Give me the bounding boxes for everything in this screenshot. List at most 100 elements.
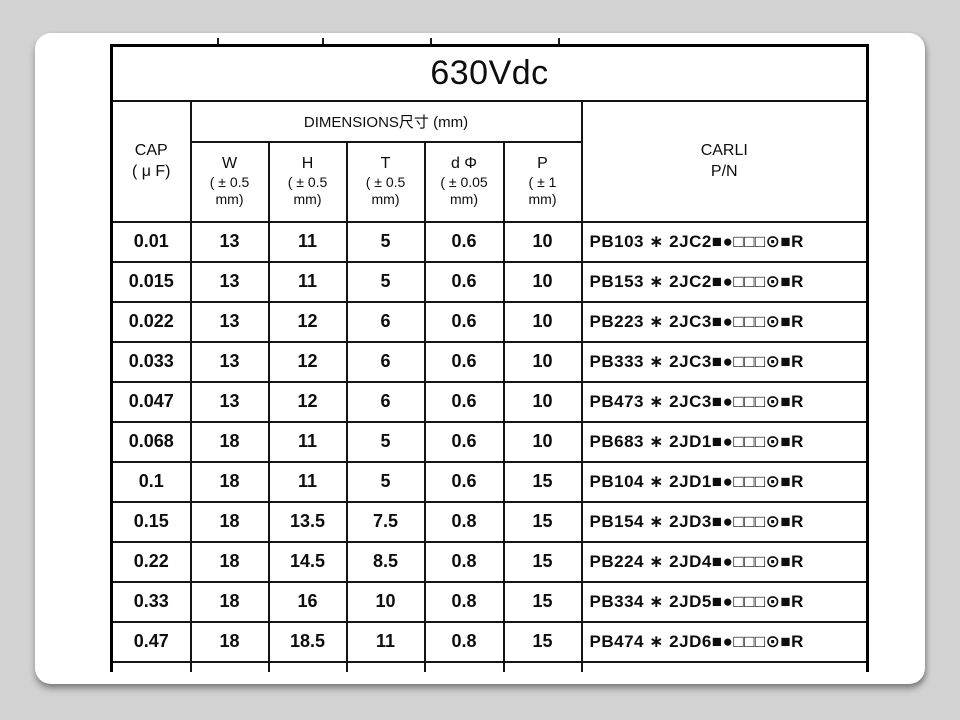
table-continuation-tick — [430, 38, 432, 45]
cell-w: 18 — [189, 500, 270, 543]
cell-h: 11 — [267, 260, 348, 303]
cell-d: 0.6 — [423, 460, 505, 503]
cell-d: 0.6 — [423, 220, 505, 263]
cell-d: 0.6 — [423, 380, 505, 423]
cell-w: 18 — [189, 540, 270, 583]
cell-w: 13 — [189, 300, 270, 343]
cell-cap: 0.01 — [110, 220, 192, 263]
cell-pn: PB104 ∗ 2JD1■●□□□⊙■R — [580, 460, 869, 503]
table-row: 0.33 18 16 10 0.8 15 PB334 ∗ 2JD5■●□□□⊙■… — [110, 580, 869, 623]
cell-cap: 0.1 — [110, 460, 192, 503]
pn-header-brand: CARLI — [700, 142, 748, 159]
cell-cap: 0.33 — [110, 580, 192, 623]
cell-h: 18.5 — [267, 620, 348, 663]
cell-pn: PB223 ∗ 2JC3■●□□□⊙■R — [580, 300, 869, 343]
table-row: 0.1 18 11 5 0.6 15 PB104 ∗ 2JD1■●□□□⊙■R — [110, 460, 869, 503]
cell-p: 10 — [502, 340, 583, 383]
cell-w: 13 — [189, 220, 270, 263]
cell-t: 7.5 — [345, 500, 426, 543]
cell-h: 14.5 — [267, 540, 348, 583]
cell-p: 15 — [502, 540, 583, 583]
spec-table-630vdc: 630Vdc CAP ( μ F) DIMENSIONS尺寸 (mm) CARL… — [110, 44, 870, 672]
cell-p: 10 — [502, 220, 583, 263]
cell-d: 0.6 — [423, 420, 505, 463]
table-row: 0.068 18 11 5 0.6 10 PB683 ∗ 2JD1■●□□□⊙■… — [110, 420, 869, 463]
cell-d: 0.8 — [423, 620, 505, 663]
voltage-title: 630Vdc — [110, 44, 869, 102]
cell-pn: PB333 ∗ 2JC3■●□□□⊙■R — [580, 340, 869, 383]
slide-card: 630Vdc CAP ( μ F) DIMENSIONS尺寸 (mm) CARL… — [35, 33, 925, 684]
table-row: 0.47 18 18.5 11 0.8 15 PB474 ∗ 2JD6■●□□□… — [110, 620, 869, 663]
cell-t: 6 — [345, 300, 426, 343]
cell-t: 5 — [345, 420, 426, 463]
cell-w: 13 — [189, 340, 270, 383]
cell-pn: PB683 ∗ 2JD1■●□□□⊙■R — [580, 420, 869, 463]
cell-pn: PB154 ∗ 2JD3■●□□□⊙■R — [580, 500, 869, 543]
table-row: 0.01 13 11 5 0.6 10 PB103 ∗ 2JC2■●□□□⊙■R — [110, 220, 869, 263]
table-title-row: 630Vdc — [110, 44, 869, 102]
cell-cap: 0.022 — [110, 300, 192, 343]
cell-w: 18 — [189, 420, 270, 463]
table-row: 0.033 13 12 6 0.6 10 PB333 ∗ 2JC3■●□□□⊙■… — [110, 340, 869, 383]
cell-cap: 0.22 — [110, 540, 192, 583]
table-row: 0.047 13 12 6 0.6 10 PB473 ∗ 2JC3■●□□□⊙■… — [110, 380, 869, 423]
cell-h: 11 — [267, 220, 348, 263]
cell-pn: PB473 ∗ 2JC3■●□□□⊙■R — [580, 380, 869, 423]
cell-d: 0.8 — [423, 500, 505, 543]
cell-d: 0.6 — [423, 300, 505, 343]
cell-h: 12 — [267, 300, 348, 343]
cell-p: 15 — [502, 500, 583, 543]
cell-d: 0.6 — [423, 260, 505, 303]
cell-d: 0.8 — [423, 540, 505, 583]
cell-d: 0.6 — [423, 340, 505, 383]
cell-d: 0.8 — [423, 580, 505, 623]
table-row: 0.022 13 12 6 0.6 10 PB223 ∗ 2JC3■●□□□⊙■… — [110, 300, 869, 343]
cell-cap: 0.047 — [110, 380, 192, 423]
cell-t: 5 — [345, 260, 426, 303]
cell-p: 15 — [502, 460, 583, 503]
cell-h: 13.5 — [267, 500, 348, 543]
cell-pn: PB334 ∗ 2JD5■●□□□⊙■R — [580, 580, 869, 623]
cell-cap: 0.033 — [110, 340, 192, 383]
cell-t: 8.5 — [345, 540, 426, 583]
cell-pn: PB474 ∗ 2JD6■●□□□⊙■R — [580, 620, 869, 663]
cell-p: 10 — [502, 380, 583, 423]
cell-p: 15 — [502, 620, 583, 663]
table-subheader-row: W ( ± 0.5 mm) H ( ± 0.5 mm) T ( ± 0.5 mm… — [112, 140, 868, 223]
cap-header-label: CAP — [134, 142, 168, 159]
column-header-t: T ( ± 0.5 mm) — [345, 140, 426, 223]
table-header-row: CAP ( μ F) DIMENSIONS尺寸 (mm) CARLI P/N — [110, 99, 869, 223]
table-continuation-tick — [217, 38, 219, 45]
column-header-w: W ( ± 0.5 mm) — [189, 140, 270, 223]
cell-p: 10 — [502, 260, 583, 303]
column-header-h: H ( ± 0.5 mm) — [267, 140, 348, 223]
cap-header-unit: ( μ F) — [131, 163, 171, 180]
cell-pn: PB224 ∗ 2JD4■●□□□⊙■R — [580, 540, 869, 583]
cell-t: 5 — [345, 220, 426, 263]
pn-column-header: CARLI P/N — [580, 99, 869, 223]
cell-cap: 0.015 — [110, 260, 192, 303]
cell-pn: PB153 ∗ 2JC2■●□□□⊙■R — [580, 260, 869, 303]
cell-t: 5 — [345, 460, 426, 503]
cell-t: 6 — [345, 340, 426, 383]
cap-column-header: CAP ( μ F) — [110, 99, 192, 223]
cell-w: 18 — [189, 620, 270, 663]
pn-header-label: P/N — [710, 163, 738, 180]
cell-h: 12 — [267, 340, 348, 383]
cell-cap: 0.47 — [110, 620, 192, 663]
dimensions-group-header: DIMENSIONS尺寸 (mm) — [189, 99, 583, 143]
cell-p: 10 — [502, 300, 583, 343]
column-header-p: P ( ± 1 mm) — [502, 140, 583, 223]
cell-p: 10 — [502, 420, 583, 463]
table-row: 0.22 18 14.5 8.5 0.8 15 PB224 ∗ 2JD4■●□□… — [110, 540, 869, 583]
cell-h: 16 — [267, 580, 348, 623]
cell-p: 15 — [502, 580, 583, 623]
cell-w: 13 — [189, 380, 270, 423]
cell-w: 13 — [189, 260, 270, 303]
cell-w: 18 — [189, 580, 270, 623]
cell-pn: PB103 ∗ 2JC2■●□□□⊙■R — [580, 220, 869, 263]
table-continuation-tick — [322, 38, 324, 45]
column-header-d-phi: d Φ ( ± 0.05 mm) — [423, 140, 505, 223]
cell-h: 12 — [267, 380, 348, 423]
